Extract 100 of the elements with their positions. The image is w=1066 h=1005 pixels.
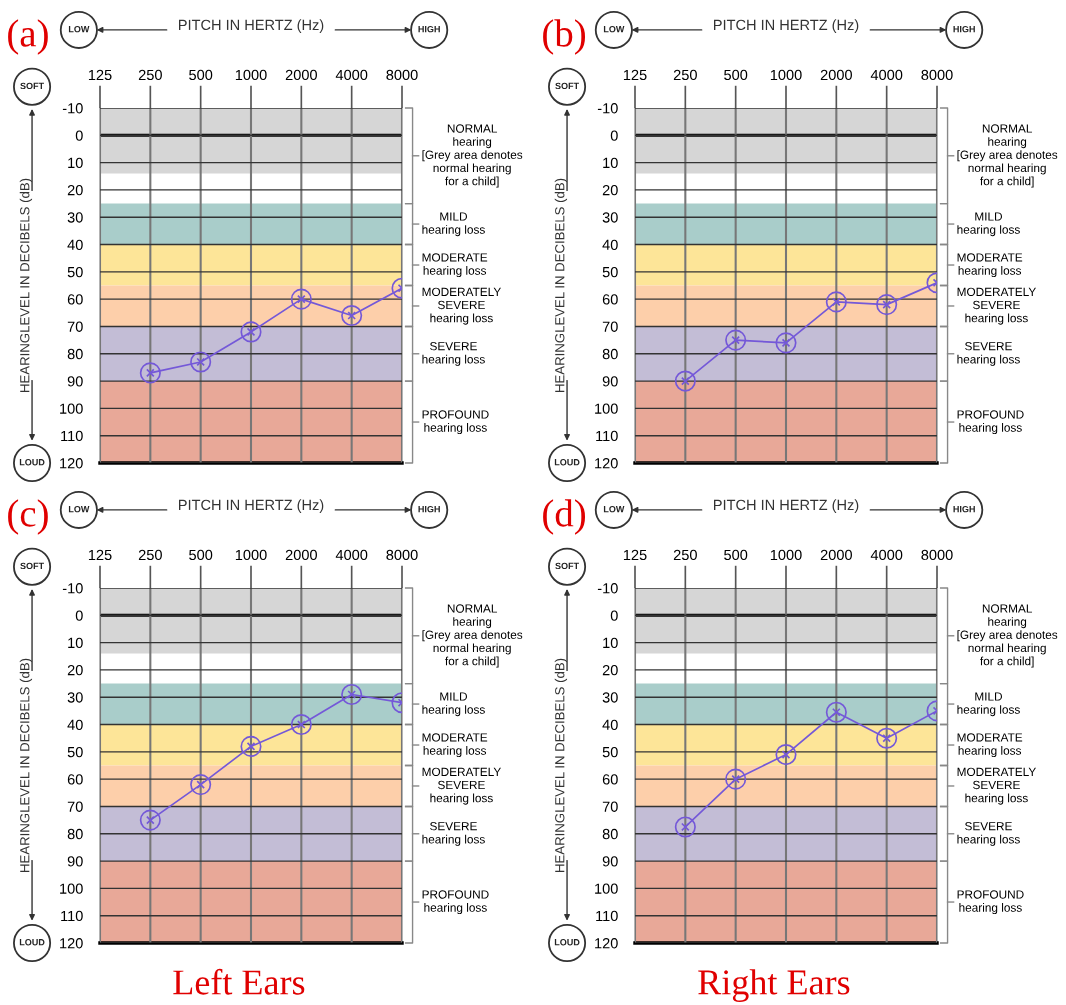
- y-tick-label: 120: [595, 458, 618, 469]
- x-tick-label: 1000: [770, 549, 802, 561]
- point: [725, 329, 747, 351]
- x-tick-label: 125: [623, 69, 647, 81]
- band-label: MODERATELY SEVERE hearing loss: [957, 767, 1036, 805]
- y-tick-label: 40: [602, 719, 618, 730]
- text: LOW: [68, 505, 90, 513]
- y-tick-label: -10: [597, 103, 618, 114]
- y-tick-label: 30: [67, 212, 83, 223]
- x-tick-label: 250: [138, 549, 162, 561]
- y-tick-label: 80: [67, 348, 83, 360]
- x-tick-label: 2000: [285, 69, 317, 81]
- x-tick-label: 125: [623, 549, 647, 561]
- y-tick-label: 110: [61, 430, 83, 442]
- text: HIGH: [418, 505, 440, 513]
- y-tick-label: 30: [67, 692, 83, 703]
- text: Left Ears: [173, 968, 305, 995]
- y-tick-label: -10: [597, 583, 618, 594]
- y-tick-label: 100: [60, 883, 83, 894]
- band-label: MODERATE hearing loss: [422, 733, 488, 758]
- y-tick-label: 20: [67, 665, 83, 676]
- band-label: PROFOUND hearing loss: [422, 410, 489, 435]
- band-label: MODERATE hearing loss: [422, 253, 488, 278]
- y-tick-label: 30: [602, 692, 618, 703]
- y-tick-label: 100: [595, 883, 618, 894]
- band-label: MILD hearing loss: [422, 692, 485, 717]
- x-axis-title: PITCH IN HERTZ (Hz): [714, 19, 859, 33]
- text: HIGH: [418, 25, 440, 33]
- y-tick-label: 70: [67, 801, 83, 812]
- y-tick-label: 0: [75, 610, 83, 621]
- point: [341, 304, 363, 327]
- y-tick-label: 60: [67, 294, 83, 305]
- point: [825, 291, 847, 313]
- y-tick-label: 70: [67, 321, 83, 332]
- band-label: PROFOUND hearing loss: [422, 890, 489, 915]
- chart-title: (c): [8, 499, 48, 535]
- y-tick-label: 90: [602, 856, 618, 867]
- point: [775, 744, 797, 766]
- y-tick-label: 60: [602, 294, 618, 305]
- x-tick-label: 1000: [770, 69, 802, 81]
- x-tick-label: 8000: [921, 69, 953, 81]
- point: [674, 816, 696, 838]
- x-tick-label: 8000: [921, 549, 953, 561]
- x-tick-label: 4000: [870, 549, 903, 561]
- text: LOW: [68, 25, 90, 33]
- band-label: SEVERE hearing loss: [957, 342, 1020, 366]
- point: [139, 362, 161, 384]
- y-tick-label: 60: [602, 774, 618, 785]
- point: [190, 351, 212, 373]
- text: LOUD: [19, 459, 45, 466]
- text: LOUD: [554, 939, 580, 946]
- text: SOFT: [555, 562, 579, 570]
- point: [240, 321, 262, 343]
- band-label: NORMAL hearing [Grey area denotes normal hearing for a child]: [957, 604, 1058, 668]
- band-label: NORMAL hearing [Grey area denotes normal hearing for a child]: [422, 124, 523, 188]
- x-tick-label: 4000: [335, 549, 368, 561]
- x-tick-label: 500: [724, 549, 748, 561]
- x-tick-label: 250: [138, 69, 162, 81]
- band-label: SEVERE hearing loss: [422, 342, 485, 366]
- x-tick-label: 500: [189, 549, 213, 561]
- y-tick-label: 110: [596, 430, 618, 442]
- y-tick-label: 10: [68, 637, 83, 649]
- y-tick-label: 30: [602, 212, 618, 223]
- point: [725, 768, 747, 790]
- text: Right Ears: [698, 969, 850, 1003]
- point: [876, 727, 898, 749]
- y-tick-label: 120: [595, 938, 618, 949]
- x-tick-label: 125: [88, 549, 112, 561]
- point: [876, 294, 898, 316]
- band-label: SEVERE hearing loss: [957, 822, 1020, 846]
- point: [290, 288, 312, 310]
- y-tick-label: 70: [602, 321, 618, 332]
- text: LOUD: [554, 459, 580, 466]
- text: LOUD: [19, 939, 45, 946]
- y-tick-label: 90: [67, 376, 83, 387]
- point: [290, 713, 312, 736]
- band-label: NORMAL hearing [Grey area denotes normal hearing for a child]: [422, 604, 523, 668]
- y-tick-label: 20: [602, 665, 618, 676]
- text: SOFT: [555, 82, 579, 90]
- y-tick-label: -10: [62, 583, 83, 594]
- point: [190, 774, 212, 796]
- point: [341, 683, 363, 706]
- text: LOW: [603, 25, 625, 33]
- y-tick-label: 50: [602, 746, 618, 758]
- y-tick-label: 0: [610, 610, 618, 621]
- y-tick-label: 110: [61, 910, 83, 922]
- y-tick-label: 0: [75, 130, 83, 141]
- y-tick-label: 50: [67, 746, 83, 758]
- y-axis-title: HEARINGLEVEL IN DECIBELS (dB): [19, 178, 33, 392]
- y-tick-label: 10: [603, 157, 618, 169]
- band-label: MILD hearing loss: [422, 212, 485, 237]
- band-label: NORMAL hearing [Grey area denotes normal hearing for a child]: [957, 124, 1058, 188]
- point: [240, 735, 262, 757]
- x-tick-label: 2000: [285, 549, 317, 561]
- y-tick-label: 20: [67, 185, 83, 196]
- y-tick-label: -10: [62, 103, 83, 114]
- y-tick-label: 80: [602, 828, 618, 840]
- band-label: PROFOUND hearing loss: [957, 410, 1024, 435]
- band-label: MILD hearing loss: [957, 692, 1020, 717]
- y-tick-label: 60: [67, 774, 83, 785]
